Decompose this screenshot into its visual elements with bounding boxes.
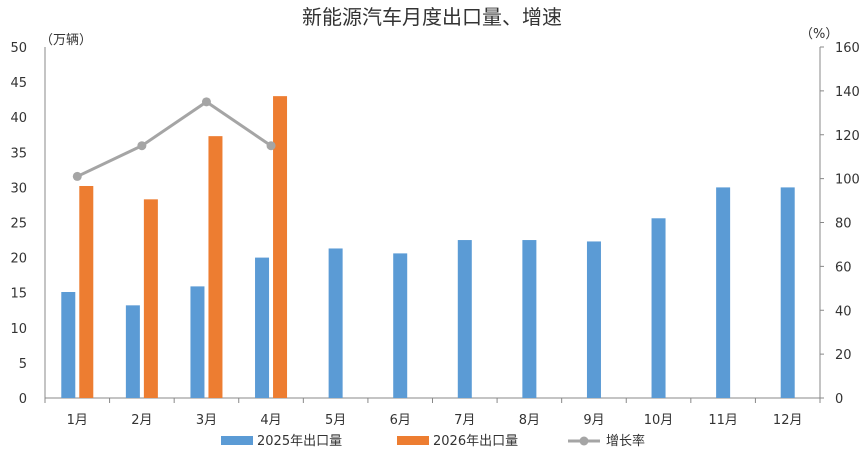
bar-2025 — [393, 253, 408, 398]
legend-label-growth: 增长率 — [606, 433, 645, 449]
growth-point — [266, 141, 276, 151]
bar-2025 — [780, 187, 795, 398]
legend-marker-growth — [579, 436, 589, 446]
x-tick-label: 2月 — [131, 413, 152, 428]
growth-point — [201, 97, 211, 107]
y-right-tick-label: 100 — [835, 173, 860, 188]
y-left-tick-label: 45 — [10, 76, 27, 91]
y-left-tick-label: 40 — [10, 111, 27, 126]
bar-2025 — [255, 257, 270, 398]
y-right-tick-label: 120 — [835, 129, 860, 144]
bar-2025 — [586, 241, 601, 398]
legend-swatch-2025 — [221, 436, 253, 445]
legend: 2025年出口量 2026年出口量 增长率 — [221, 433, 645, 449]
legend-label-2025: 2025年出口量 — [257, 434, 342, 449]
x-tick-label: 4月 — [260, 413, 281, 428]
growth-line-path — [76, 100, 272, 178]
legend-label-2026: 2026年出口量 — [433, 434, 518, 449]
y-left-tick-label: 15 — [10, 287, 27, 302]
x-tick-label: 5月 — [325, 413, 346, 428]
y-left-tick-label: 50 — [10, 41, 27, 56]
bar-2025 — [125, 305, 140, 398]
x-tick-label: 1月 — [67, 413, 88, 428]
y-left-tick-label: 0 — [19, 392, 27, 407]
y-left-tick-label: 5 — [19, 357, 27, 372]
x-tick-label: 7月 — [454, 413, 475, 428]
y-right-tick-label: 0 — [835, 392, 843, 407]
y-right-tick-label: 20 — [835, 348, 852, 363]
x-tick-label: 8月 — [519, 413, 540, 428]
x-tick-label: 10月 — [644, 413, 674, 428]
bar-2026 — [208, 136, 223, 399]
right-axis-unit: （%） — [800, 27, 838, 42]
bars — [61, 96, 795, 399]
bar-2026 — [79, 185, 94, 398]
axes: 0 5 10 15 20 25 30 35 40 45 50 0 20 40 60 80 100 120 140 16… — [10, 41, 859, 428]
growth-point — [72, 171, 82, 181]
left-axis-unit: （万辆） — [40, 33, 92, 48]
x-tick-label: 6月 — [390, 413, 411, 428]
growth-point — [137, 141, 147, 151]
y-left-tick-label: 10 — [10, 322, 27, 337]
x-tick-label: 3月 — [196, 413, 217, 428]
bar-2025 — [328, 248, 343, 398]
bar-2025 — [457, 240, 472, 398]
y-right-tick-label: 160 — [835, 41, 860, 56]
y-right-tick-label: 60 — [835, 260, 852, 275]
y-left-tick-label: 20 — [10, 252, 27, 267]
y-left-tick-label: 30 — [10, 181, 27, 196]
y-right-tick-label: 40 — [835, 304, 852, 319]
bar-2025 — [190, 286, 205, 398]
y-left-tick-label: 35 — [10, 146, 27, 161]
x-tick-label: 12月 — [773, 413, 803, 428]
chart-title: 新能源汽车月度出口量、增速 — [302, 5, 562, 29]
x-tick-label: 11月 — [708, 413, 738, 428]
y-right-tick-label: 140 — [835, 85, 860, 100]
bar-2026 — [143, 199, 158, 398]
bar-2025 — [522, 240, 537, 398]
bar-2025 — [61, 291, 76, 398]
bar-2025 — [716, 187, 731, 398]
bar-2025 — [651, 218, 666, 398]
bar-2026 — [273, 96, 288, 398]
y-right-tick-label: 80 — [835, 217, 852, 232]
legend-swatch-2026 — [397, 436, 429, 445]
x-tick-label: 9月 — [583, 413, 604, 428]
growth-line — [72, 97, 276, 181]
y-left-tick-label: 25 — [10, 217, 27, 232]
